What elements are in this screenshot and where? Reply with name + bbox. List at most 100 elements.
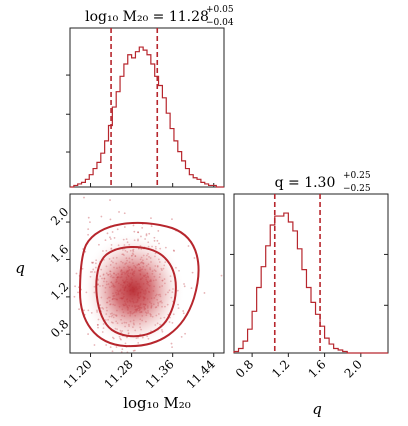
outer-contour	[78, 221, 200, 348]
sample-point	[115, 346, 118, 348]
ratio-xtick-label-2: 1.6	[305, 357, 328, 380]
sample-point	[118, 211, 120, 213]
sample-point	[111, 231, 114, 233]
ratio-ytick-label-3: 2.0	[48, 205, 71, 228]
ratio-ytick-label-0: 0.8	[48, 317, 71, 340]
sample-point	[74, 285, 76, 288]
mass-histogram-panel: log₁₀ M₂₀ = 11.28 +0.05 −0.04	[66, 5, 234, 188]
sample-point	[123, 212, 126, 215]
sample-point	[75, 272, 78, 275]
mass-title-sub: −0.04	[206, 18, 234, 28]
sample-point	[132, 224, 135, 227]
joint-contour-frame	[69, 193, 225, 354]
sample-point	[203, 292, 206, 294]
sample-point	[141, 226, 144, 229]
sample-point	[115, 357, 117, 359]
sample-point	[191, 271, 194, 274]
ratio-xtick-label-1: 1.2	[269, 357, 292, 380]
sample-point	[115, 363, 117, 365]
sample-point	[173, 250, 175, 252]
sample-point	[111, 350, 114, 353]
sample-point	[131, 385, 133, 387]
sample-point	[98, 243, 100, 246]
ratio-xtick-label-0: 0.8	[233, 357, 256, 380]
sample-point	[87, 333, 89, 335]
sample-point	[182, 310, 185, 312]
sample-point	[145, 355, 147, 357]
sample-point	[109, 199, 111, 201]
sample-point	[171, 360, 173, 362]
sample-point	[193, 257, 196, 259]
sample-point	[105, 344, 108, 346]
sample-point	[173, 359, 175, 361]
sample-point	[150, 217, 152, 220]
sample-point	[150, 225, 153, 228]
sample-point	[120, 351, 123, 353]
inner-contour	[95, 245, 177, 338]
sample-point	[137, 192, 139, 194]
sample-point	[133, 349, 136, 352]
sample-point	[171, 346, 173, 348]
sample-point	[87, 228, 90, 231]
sample-point	[157, 230, 160, 232]
sample-point	[109, 236, 111, 239]
sample-point	[32, 362, 34, 364]
ratio-title-sup: +0.25	[343, 171, 371, 181]
sample-point	[180, 335, 183, 338]
mass-xtick-label-1: 11.28	[102, 357, 136, 391]
sample-point	[93, 344, 96, 346]
sample-point	[184, 332, 186, 335]
ratio-title-sub: −0.25	[343, 184, 371, 194]
sample-point	[101, 367, 103, 369]
sample-point	[171, 218, 173, 220]
sample-point	[106, 359, 108, 361]
sample-point	[87, 216, 90, 219]
sample-point	[136, 360, 138, 362]
ratio-ytick-label-1: 1.2	[48, 280, 71, 303]
ratio-histogram-steps	[233, 212, 388, 354]
mass-title-sup: +0.05	[206, 5, 234, 15]
sample-point	[109, 346, 112, 349]
sample-point	[89, 221, 91, 224]
sample-point	[77, 291, 79, 294]
mass-x-axis-label: log₁₀ M₂₀	[123, 394, 191, 412]
sample-point	[78, 308, 80, 311]
sample-point	[73, 295, 76, 298]
mass-xtick-label-3: 11.44	[184, 357, 218, 391]
sample-point	[172, 249, 175, 252]
sample-point	[83, 196, 85, 199]
sample-point	[182, 312, 185, 315]
mass-xtick-label-2: 11.36	[143, 357, 177, 391]
sample-point	[123, 226, 126, 228]
sample-point	[139, 356, 141, 358]
ratio-histogram-title: q = 1.30	[275, 175, 336, 191]
sample-point	[121, 348, 124, 351]
sample-point	[81, 267, 84, 270]
sample-point	[116, 228, 119, 231]
sample-point	[190, 287, 193, 290]
ratio-ytick-label-2: 1.6	[48, 242, 71, 265]
joint-contour-panel: 11.20 11.28 11.36 11.44 0.8 1.2 1.6 2.0 log₁₀ M…	[15, 185, 225, 412]
sample-point	[109, 218, 112, 221]
sample-point	[100, 215, 103, 218]
sample-point	[148, 232, 151, 235]
sample-point	[119, 185, 121, 187]
ratio-histogram-frame	[233, 193, 389, 354]
sample-point	[68, 395, 70, 397]
mass-histogram-steps	[70, 46, 224, 188]
sample-point	[87, 233, 89, 236]
density-shading	[81, 232, 185, 348]
sample-point	[106, 232, 109, 235]
ratio-x-axis-label: q	[312, 400, 322, 418]
sample-point	[132, 349, 135, 352]
sample-point	[187, 245, 190, 247]
ratio-y-axis-label: q	[15, 259, 25, 277]
ratio-histogram-panel: 0.8 1.2 1.6 2.0 q = 1.30 +0.25 −0.25 q	[230, 171, 389, 418]
sample-point	[220, 274, 223, 277]
sample-point	[156, 358, 158, 360]
mass-histogram-frame	[69, 27, 225, 188]
sample-point	[146, 361, 148, 363]
sample-point	[170, 342, 173, 345]
ratio-xtick-label-3: 2.0	[342, 357, 365, 380]
